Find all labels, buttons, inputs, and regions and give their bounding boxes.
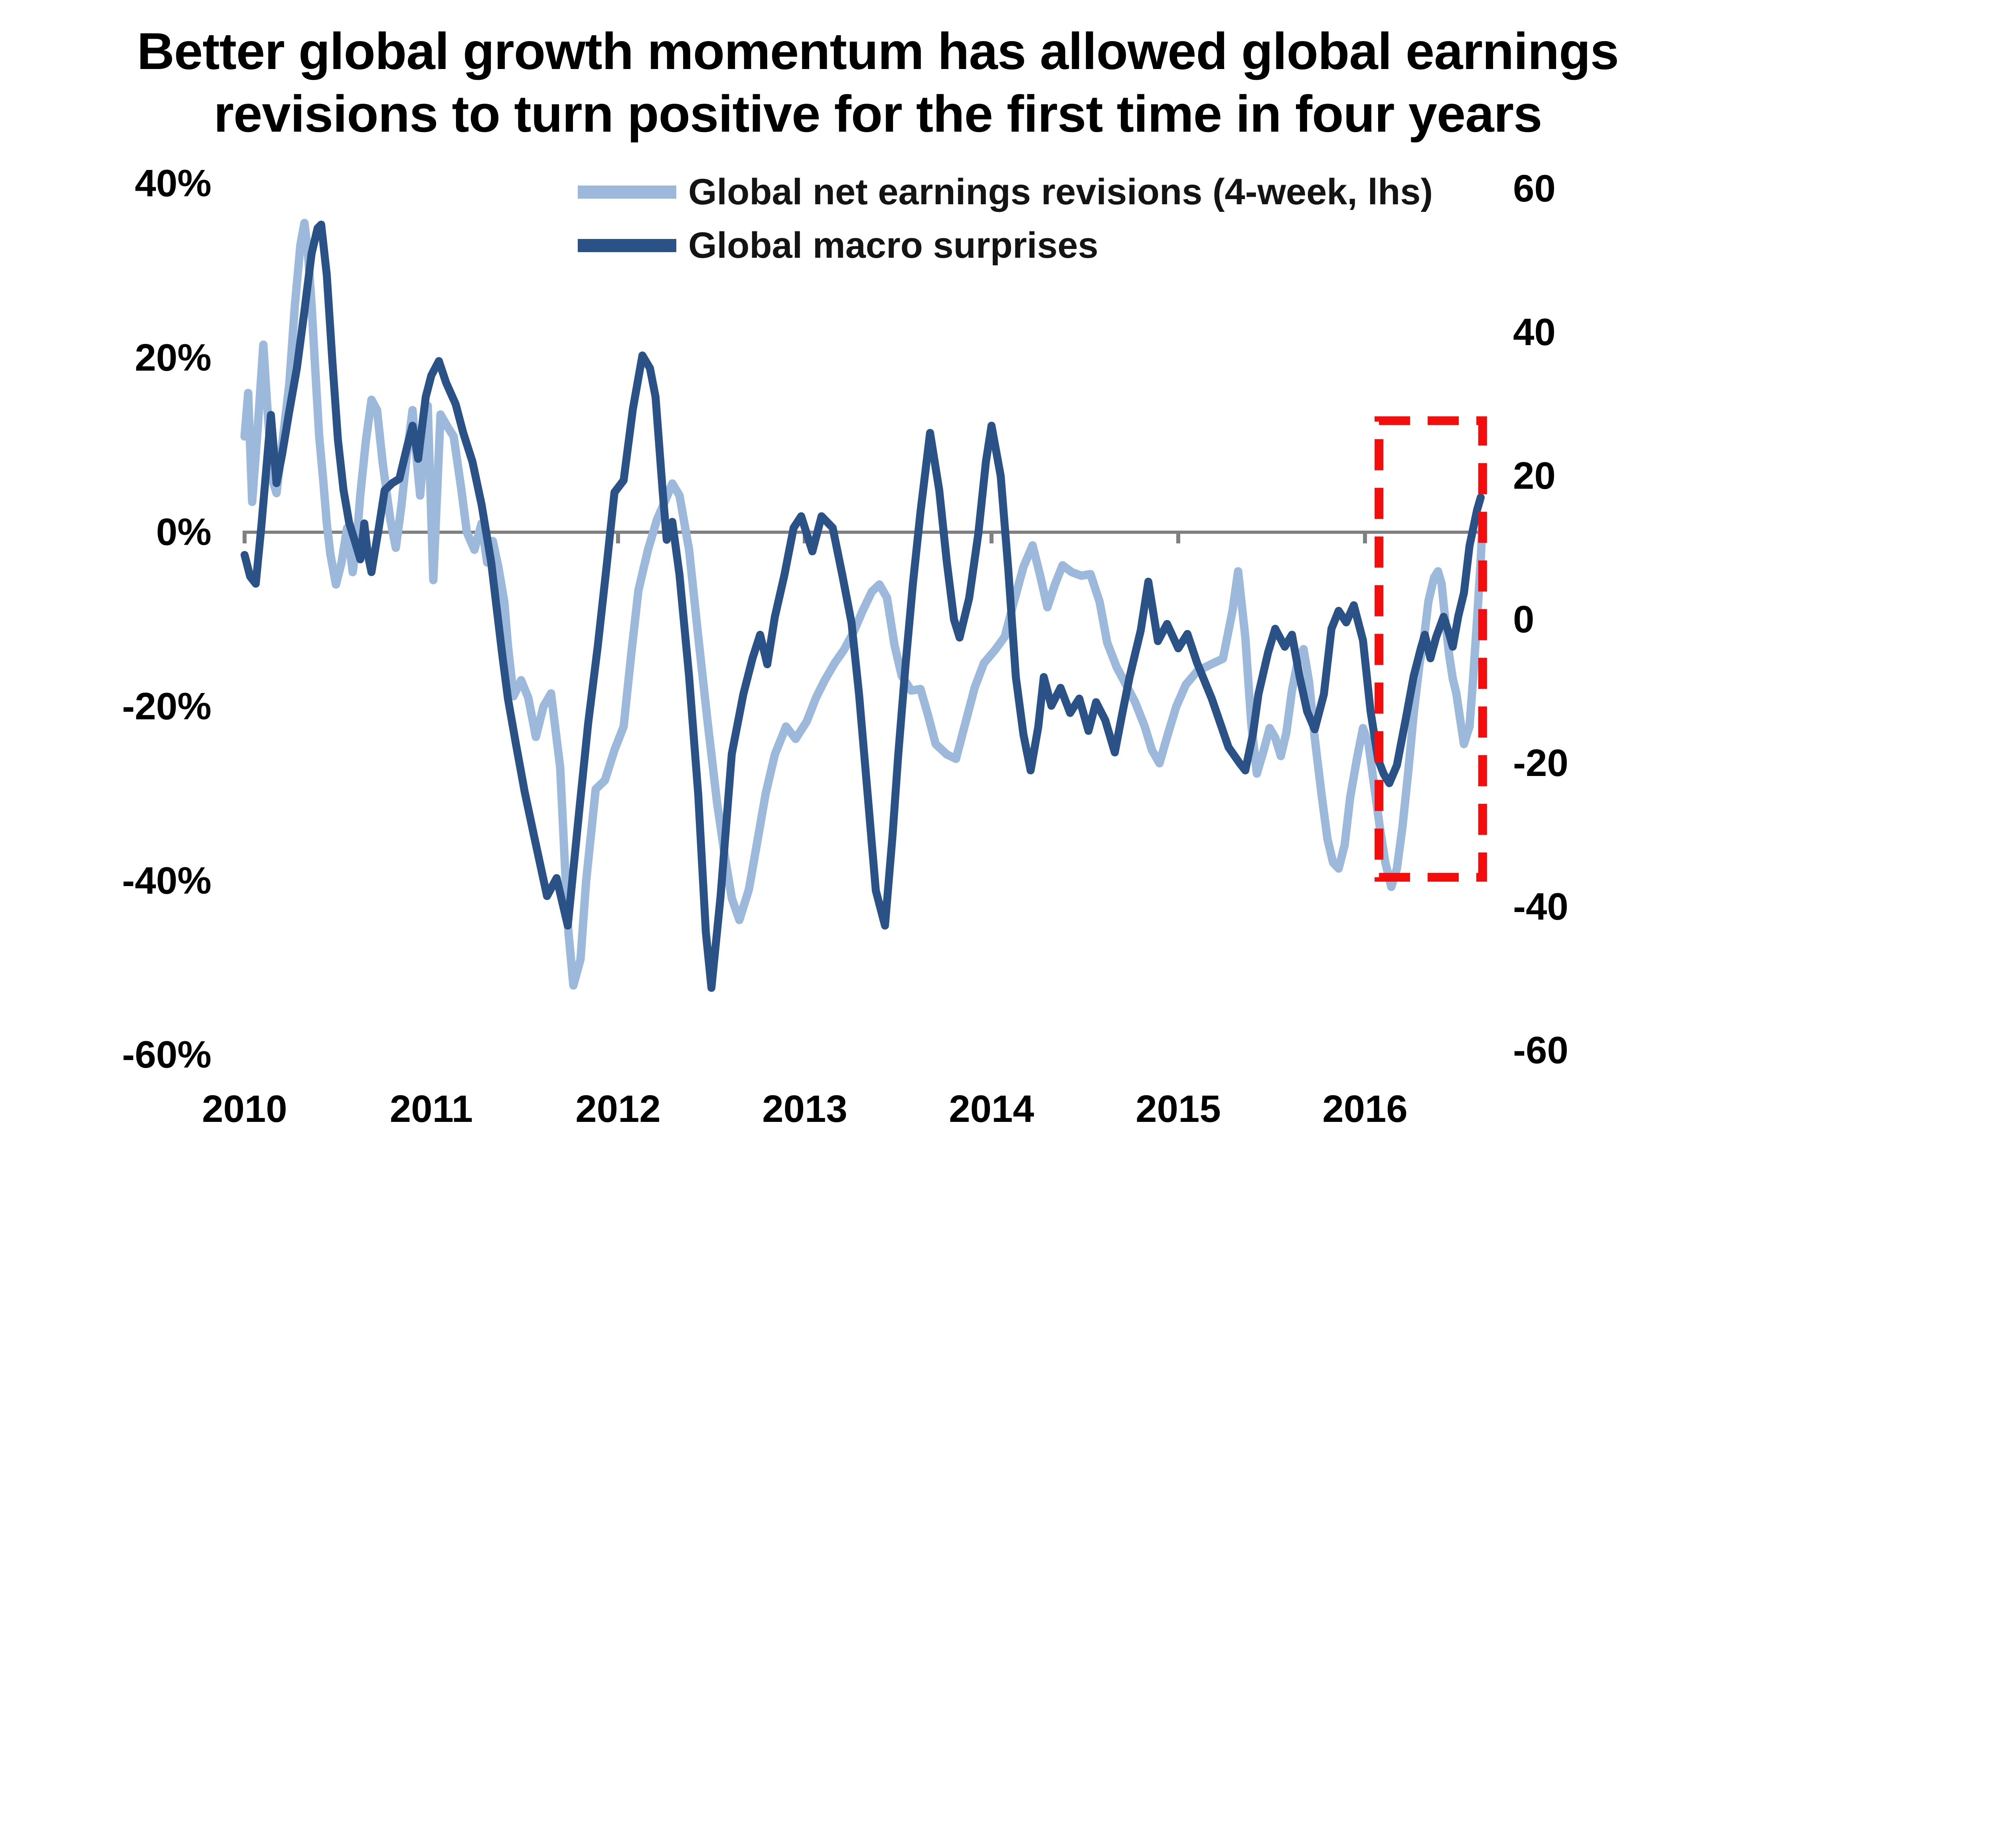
legend-swatch-dark-blue bbox=[578, 239, 676, 252]
chart-title-line1: Better global growth momentum has allowe… bbox=[137, 22, 1619, 80]
chart-title-line2: revisions to turn positive for the first… bbox=[213, 85, 1543, 143]
year-tick-mark bbox=[1363, 531, 1367, 543]
year-tick-mark bbox=[990, 531, 994, 543]
year-tick-mark bbox=[1176, 531, 1180, 543]
year-tick-mark bbox=[243, 531, 247, 543]
legend: Global net earnings revisions (4-week, l… bbox=[578, 165, 1433, 272]
series-line-macro-surprises bbox=[241, 221, 1485, 992]
chart-title: Better global growth momentum has allowe… bbox=[16, 20, 1740, 146]
year-tick-mark bbox=[616, 531, 620, 543]
legend-item-macro-surprises: Global macro surprises bbox=[578, 219, 1433, 272]
legend-swatch-light-blue bbox=[578, 185, 676, 199]
legend-label-earnings-revisions: Global net earnings revisions (4-week, l… bbox=[688, 172, 1433, 212]
series-line-earnings-revisions bbox=[240, 219, 1487, 990]
highlight-box bbox=[1375, 416, 1487, 882]
legend-label-macro-surprises: Global macro surprises bbox=[688, 225, 1098, 266]
legend-item-earnings-revisions: Global net earnings revisions (4-week, l… bbox=[578, 165, 1433, 219]
